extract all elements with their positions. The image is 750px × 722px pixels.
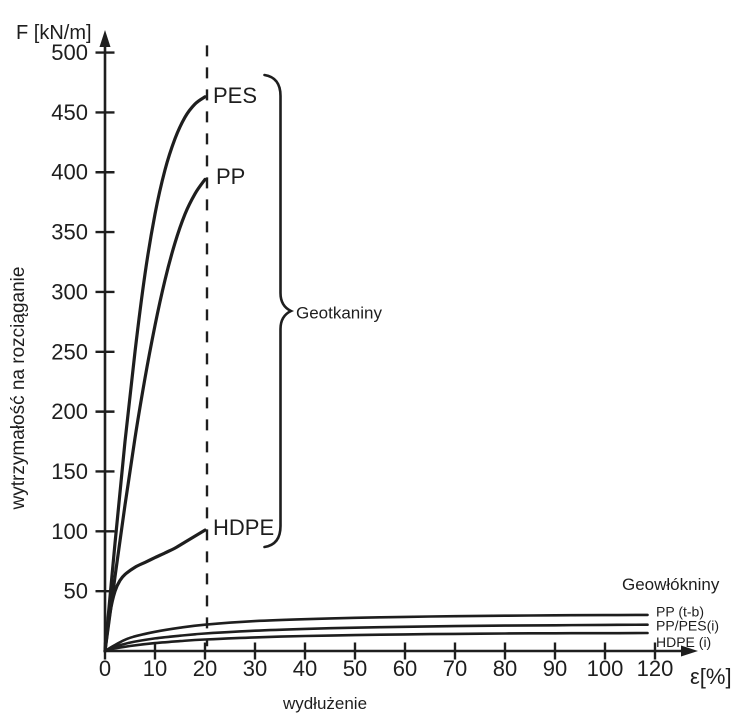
y-axis-tick-label: 450 [51,100,88,125]
x-axis-arrowhead-icon [681,645,698,657]
y-axis-tick-label: 100 [51,519,88,544]
y-axis-title: wytrzymałość na rozciąganie [8,267,29,511]
curve-hdpe [103,528,207,653]
y-axis-arrowhead-icon [99,30,111,47]
curve-label-pp-t-b: PP (t-b) [656,603,704,619]
group-label-geotkaniny: Geotkaniny [296,303,382,322]
x-axis-tick-label: 30 [243,656,267,681]
y-axis-tick-label: 500 [51,40,88,65]
curve-pp-pes-i [103,623,649,653]
curve-label-pp-pes-i: PP/PES(i) [656,618,719,634]
group-label-geow-kniny: Geowłókniny [622,575,720,594]
curve-pes [103,95,207,653]
x-axis-tick-label: 120 [637,656,674,681]
curve-label-hdpe-i: HDPE (i) [656,634,711,650]
curve-label-pp: PP [216,164,245,189]
x-axis-tick-label: 40 [293,656,317,681]
x-axis-tick-label: 70 [443,656,467,681]
x-axis-tick-label: 20 [193,656,217,681]
y-axis-tick-label: 50 [64,579,88,604]
y-axis-unit-label: F [kN/m] [16,22,92,44]
curve-label-pes: PES [213,83,257,108]
x-axis-tick-label: 0 [99,656,111,681]
y-axis-tick-label: 200 [51,399,88,424]
y-axis-tick-label: 250 [51,339,88,364]
curve-label-hdpe: HDPE [213,515,274,540]
y-axis-tick-label: 150 [51,459,88,484]
x-axis-tick-label: 100 [587,656,624,681]
curve-pp-t-b [103,613,649,653]
x-axis-title: wydłużenie [282,694,367,713]
curve-hdpe-i [103,631,649,653]
y-axis-tick-label: 350 [51,220,88,245]
x-axis-tick-label: 10 [143,656,167,681]
x-axis-tick-label: 80 [493,656,517,681]
geotkaniny-brace [263,73,295,549]
y-axis-tick-label: 300 [51,279,88,304]
y-axis-tick-label: 400 [51,160,88,185]
x-axis-tick-label: 60 [393,656,417,681]
x-axis-tick-label: 50 [343,656,367,681]
curve-pp [103,177,207,653]
x-axis-unit-label: ε[%] [690,664,732,689]
x-axis-tick-label: 90 [543,656,567,681]
